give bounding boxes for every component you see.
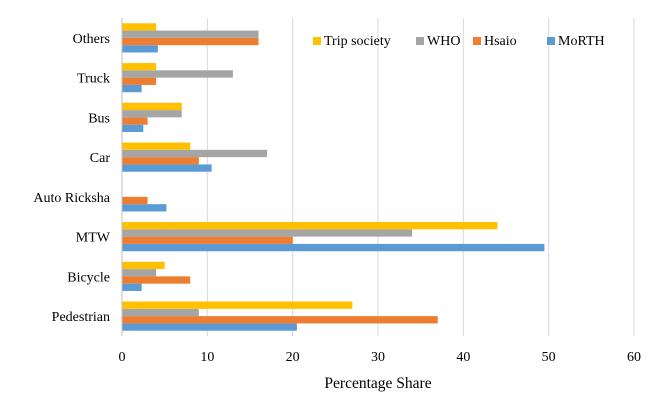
x-tick-label: 50	[542, 350, 556, 365]
bar-hsaio-others	[122, 37, 259, 46]
category-label: Truck	[77, 72, 110, 87]
bar-trip-society-bus	[122, 102, 182, 111]
x-tick-label: 20	[286, 350, 300, 365]
bar-trip-society-others	[122, 23, 157, 31]
bar-trip-society-car	[122, 142, 191, 150]
x-tick-label: 0	[119, 350, 126, 365]
category-labels: Pedestrian Bicycle MTW Auto Ricksha Car Bus Tr…	[33, 32, 110, 325]
x-tick-label: 60	[627, 350, 641, 365]
legend-swatch-who	[416, 37, 424, 45]
bar-who-mtw	[122, 229, 413, 237]
bar-who-bus	[122, 110, 182, 118]
legend-swatch-trip-society	[313, 37, 321, 45]
bar-morth-bicycle	[122, 283, 142, 291]
legend-swatch-hsaio	[473, 37, 481, 45]
bar-hsaio-car	[122, 157, 199, 165]
x-tick-label: 40	[456, 350, 470, 365]
category-label: Pedestrian	[52, 310, 110, 325]
legend-label-hsaio: Hsaio	[484, 34, 517, 49]
x-tick-label: 30	[371, 350, 385, 365]
x-tick-label: 10	[200, 350, 214, 365]
bar-who-bicycle	[122, 269, 157, 277]
legend: Trip society WHO Hsaio MoRTH	[313, 34, 605, 49]
bar-hsaio-pedestrian	[122, 316, 438, 324]
bar-who-pedestrian	[122, 308, 199, 317]
bar-trip-society-mtw	[122, 222, 498, 230]
x-axis-title: Percentage Share	[324, 375, 431, 392]
bar-morth-truck	[122, 84, 142, 93]
bars	[121, 18, 545, 336]
bar-morth-car	[122, 164, 212, 172]
bar-hsaio-auto-ricksha	[122, 196, 148, 205]
category-label: Bus	[88, 111, 110, 126]
category-label: Auto Ricksha	[33, 191, 110, 206]
category-label: Bicycle	[67, 270, 110, 285]
legend-swatch-morth	[547, 37, 555, 45]
bar-hsaio-truck	[122, 77, 157, 85]
bar-morth-others	[122, 45, 158, 53]
legend-label-trip-society: Trip society	[324, 34, 391, 49]
category-label: MTW	[76, 231, 111, 246]
bar-trip-society-bicycle	[122, 261, 165, 270]
legend-label-who: WHO	[427, 34, 460, 49]
bar-trip-society-pedestrian	[122, 301, 353, 309]
bar-trip-society-truck	[122, 63, 157, 71]
bar-who-others	[122, 30, 259, 38]
gridlines	[121, 18, 635, 336]
bar-morth-pedestrian	[122, 323, 297, 331]
bar-morth-mtw	[122, 243, 545, 252]
bar-who-car	[122, 149, 268, 158]
category-label: Car	[90, 151, 111, 166]
legend-label-morth: MoRTH	[558, 34, 605, 49]
bar-hsaio-bus	[122, 117, 148, 125]
category-label: Others	[73, 32, 110, 47]
bar-hsaio-bicycle	[122, 276, 191, 284]
bar-morth-auto-ricksha	[122, 204, 167, 212]
bar-morth-bus	[122, 124, 144, 132]
x-tick-labels: 0 10 20 30 40 50 60	[119, 350, 642, 365]
bar-hsaio-mtw	[122, 236, 293, 244]
bar-who-truck	[122, 70, 233, 78]
